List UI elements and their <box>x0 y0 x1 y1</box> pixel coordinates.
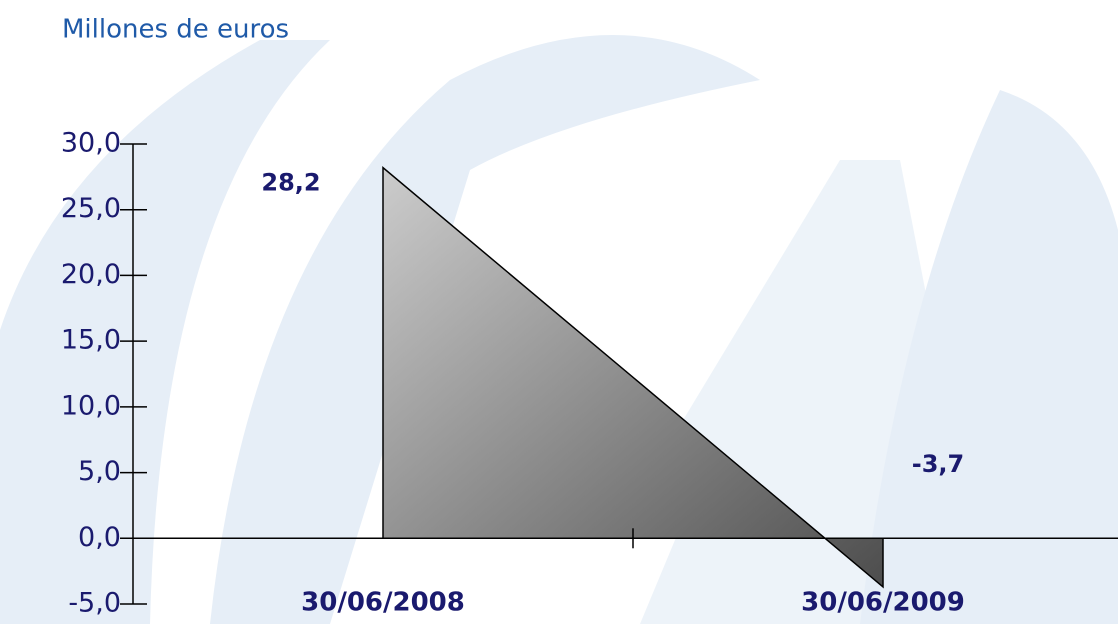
y-tick-label: -5,0 <box>68 588 121 619</box>
y-tick-label: 30,0 <box>61 128 121 159</box>
y-tick-label: 15,0 <box>61 325 121 356</box>
data-label: 28,2 <box>261 169 320 197</box>
y-tick-label: 10,0 <box>61 390 121 421</box>
chart-title: Millones de euros <box>62 15 289 45</box>
y-tick-label: 20,0 <box>61 259 121 290</box>
x-tick-label: 30/06/2009 <box>801 588 965 618</box>
y-tick-label: 25,0 <box>61 193 121 224</box>
x-tick-label: 30/06/2008 <box>301 588 465 618</box>
y-tick-label: 5,0 <box>78 456 121 487</box>
data-label: -3,7 <box>912 450 964 478</box>
y-tick-label: 0,0 <box>78 522 121 553</box>
